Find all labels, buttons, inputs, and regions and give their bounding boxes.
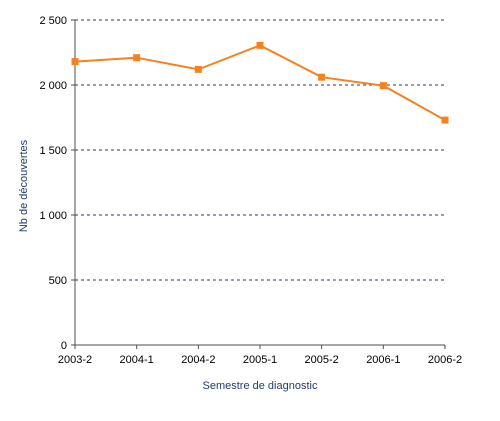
x-axis-title: Semestre de diagnostic xyxy=(203,380,318,392)
series-line-path xyxy=(74,44,446,121)
series-line xyxy=(71,41,449,124)
x-tick-label: 2005-1 xyxy=(243,354,277,366)
y-tick-label: 500 xyxy=(49,275,67,287)
y-tick-label: 2 000 xyxy=(39,80,67,92)
data-point xyxy=(194,65,202,73)
data-point xyxy=(71,58,79,66)
y-tick-label: 2 500 xyxy=(39,15,67,27)
y-tick-label: 0 xyxy=(61,340,67,352)
y-axis-ticks: 0 500 1 000 1 500 2 000 2 500 xyxy=(39,15,75,352)
axes xyxy=(74,20,445,346)
y-axis-title: Nb de découvertes xyxy=(18,139,30,232)
x-tick-label: 2004-2 xyxy=(181,354,215,366)
data-point xyxy=(133,54,141,62)
y-tick-label: 1 500 xyxy=(39,145,67,157)
x-tick-label: 2006-2 xyxy=(428,354,462,366)
x-tick-label: 2006-1 xyxy=(366,354,400,366)
x-axis-ticks: 2003-2 2004-1 2004-2 2005-1 2005-2 2006-1 2006… xyxy=(58,345,462,366)
y-tick-label: 1 000 xyxy=(39,210,67,222)
x-tick-label: 2004-1 xyxy=(120,354,154,366)
x-tick-label: 2005-2 xyxy=(305,354,339,366)
data-point xyxy=(441,116,449,124)
data-point xyxy=(379,82,387,90)
data-point xyxy=(318,73,326,81)
x-tick-label: 2003-2 xyxy=(58,354,92,366)
data-point xyxy=(256,41,264,49)
